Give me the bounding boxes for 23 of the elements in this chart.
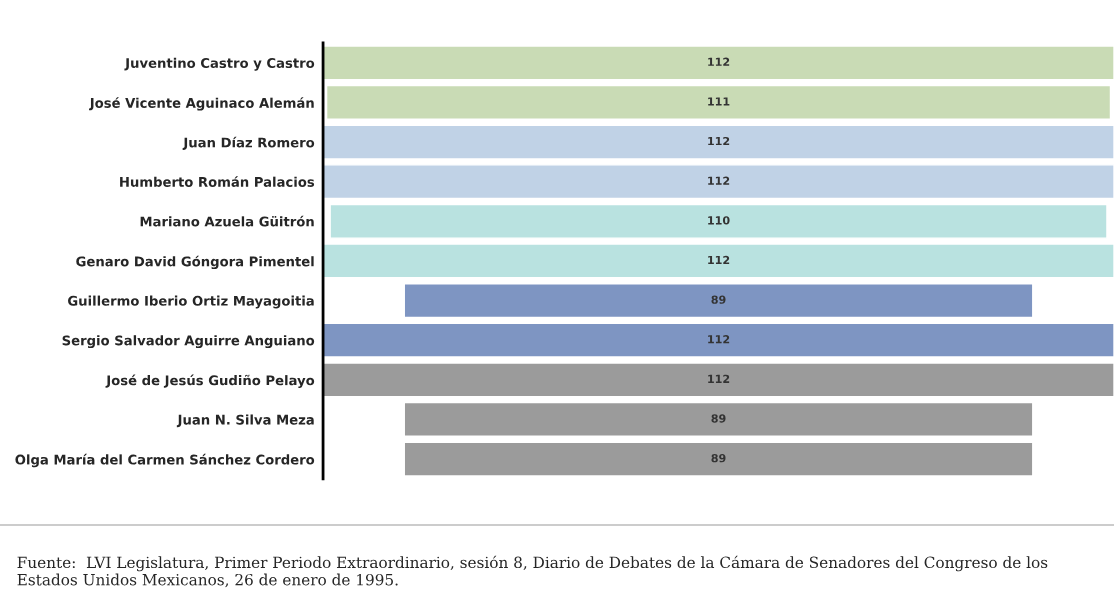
data-label: 89 [711, 453, 726, 463]
source-note: Fuente: LVI Legislatura, Primer Periodo Extraordinario, sesión 8, Diario de Debates de la Cámara de Senadores del Congreso de los Estados Unidos Mexicanos, 26 de enero de 1995. [17, 555, 1048, 588]
category-label: Juan N. Silva Meza [176, 414, 314, 428]
category-label: Olga María del Carmen Sánchez Cordero [15, 453, 315, 468]
data-label: 111 [708, 97, 730, 106]
data-label: 112 [708, 255, 730, 265]
data-label: 112 [708, 57, 730, 66]
category-label: Juventino Castro y Castro [124, 57, 315, 71]
data-label: 89 [711, 414, 726, 423]
data-label: 110 [708, 216, 730, 225]
category-label: José Vicente Aguinaco Alemán [89, 97, 314, 111]
category-label: Mariano Azuela Güitrón [140, 215, 314, 227]
category-label: Juan Díaz Romero [182, 136, 315, 150]
category-label: José de Jesús Gudiño Pelayo [105, 374, 315, 388]
category-label: Sergio Salvador Aguirre Anguiano [62, 335, 315, 349]
data-label: 112 [708, 374, 730, 383]
category-label: Guillermo Iberio Ortiz Mayagoitia [68, 295, 314, 309]
data-label: 112 [708, 176, 730, 185]
data-label: 112 [708, 136, 730, 146]
category-label: Genaro David Góngora Pimentel [76, 255, 314, 270]
category-label: Humberto Román Palacios [120, 176, 315, 187]
data-label: 89 [711, 295, 726, 304]
data-label: 112 [708, 335, 730, 344]
